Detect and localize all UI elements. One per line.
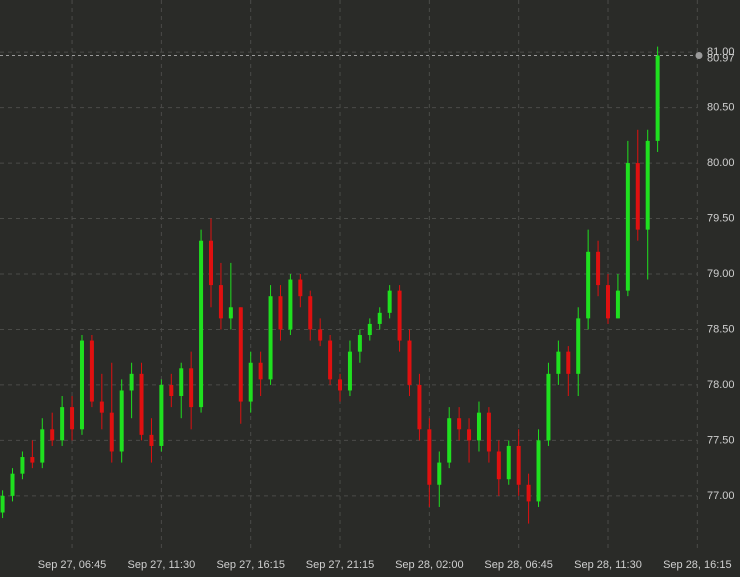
- candle-body: [189, 368, 194, 408]
- candle-body: [437, 462, 442, 485]
- candle-body: [486, 412, 491, 452]
- candle-body: [556, 351, 561, 374]
- candle-body: [159, 384, 164, 446]
- x-tick-label: Sep 28, 02:00: [395, 559, 464, 571]
- candle-body: [467, 429, 472, 441]
- candle-body: [596, 251, 601, 286]
- candle-body: [367, 323, 372, 336]
- y-tick-label: 78.50: [707, 323, 735, 335]
- x-tick-label: Sep 27, 21:15: [306, 559, 375, 571]
- candle-body: [506, 445, 511, 480]
- candle-body: [625, 163, 630, 291]
- candle-body: [218, 285, 223, 319]
- y-tick-label: 81.00: [707, 46, 735, 58]
- candle-body: [447, 418, 452, 463]
- candle-body: [605, 285, 610, 319]
- last-price-dot: [695, 51, 703, 59]
- y-tick-label: 78.00: [707, 379, 735, 391]
- candle-body: [457, 418, 462, 430]
- candle-body: [298, 279, 303, 297]
- candle-body: [516, 445, 521, 485]
- candle-body: [576, 318, 581, 374]
- candle-body: [566, 351, 571, 374]
- y-tick-label: 77.50: [707, 434, 735, 446]
- candle-body: [119, 390, 124, 452]
- candle-body: [496, 451, 501, 480]
- candle-body: [308, 296, 313, 330]
- x-tick-label: Sep 28, 11:30: [574, 559, 642, 571]
- candle-body: [0, 495, 5, 513]
- candle-body: [615, 290, 620, 319]
- x-tick-label: Sep 28, 16:15: [663, 559, 732, 571]
- candle-body: [129, 373, 134, 391]
- candle-body: [427, 429, 432, 485]
- candle-body: [228, 307, 233, 319]
- x-tick-label: Sep 27, 16:15: [216, 559, 285, 571]
- x-tick-label: Sep 27, 11:30: [128, 559, 196, 571]
- candle-body: [20, 457, 25, 474]
- candle-body: [199, 240, 204, 408]
- candle-body: [278, 296, 283, 330]
- candle-body: [139, 373, 144, 435]
- candle-body: [258, 362, 263, 380]
- candle-body: [407, 340, 412, 385]
- candle-body: [248, 362, 253, 402]
- candle-body: [328, 340, 333, 380]
- candle-body: [99, 401, 104, 413]
- candle-body: [179, 368, 184, 397]
- candle-body: [377, 312, 382, 324]
- candle-body: [655, 55, 660, 141]
- candle-body: [50, 429, 55, 441]
- candle-body: [397, 290, 402, 341]
- candle-body: [338, 379, 343, 391]
- y-tick-label: 80.00: [707, 157, 735, 169]
- candle-body: [288, 279, 293, 330]
- candle-body: [476, 412, 481, 441]
- candle-body: [417, 384, 422, 430]
- y-tick-label: 79.00: [707, 268, 735, 280]
- candle-body: [536, 440, 541, 502]
- candle-body: [347, 351, 352, 391]
- x-tick-label: Sep 28, 06:45: [484, 559, 553, 571]
- candle-body: [10, 473, 15, 496]
- y-tick-label: 77.00: [707, 490, 735, 502]
- candle-body: [89, 340, 94, 402]
- candle-body: [169, 384, 174, 397]
- candle-body: [645, 140, 650, 230]
- candle-body: [40, 429, 45, 463]
- candle-body: [357, 335, 362, 352]
- last-price-label: 80.97: [707, 52, 735, 64]
- candle-body: [526, 484, 531, 502]
- candle-body: [238, 307, 243, 402]
- candle-body: [387, 290, 392, 313]
- candle-body: [546, 373, 551, 441]
- candle-body: [79, 340, 84, 430]
- candle-body: [268, 296, 273, 380]
- candle-body: [109, 412, 114, 452]
- candle-body: [635, 163, 640, 230]
- x-tick-label: Sep 27, 06:45: [38, 559, 107, 571]
- y-tick-label: 79.50: [707, 212, 735, 224]
- candle-body: [60, 407, 65, 441]
- candle-body: [70, 407, 75, 430]
- candle-body: [586, 251, 591, 319]
- candle-body: [209, 240, 214, 286]
- candle-body: [30, 457, 35, 463]
- candle-body: [149, 434, 154, 446]
- y-tick-label: 80.50: [707, 102, 735, 114]
- candle-body: [318, 329, 323, 341]
